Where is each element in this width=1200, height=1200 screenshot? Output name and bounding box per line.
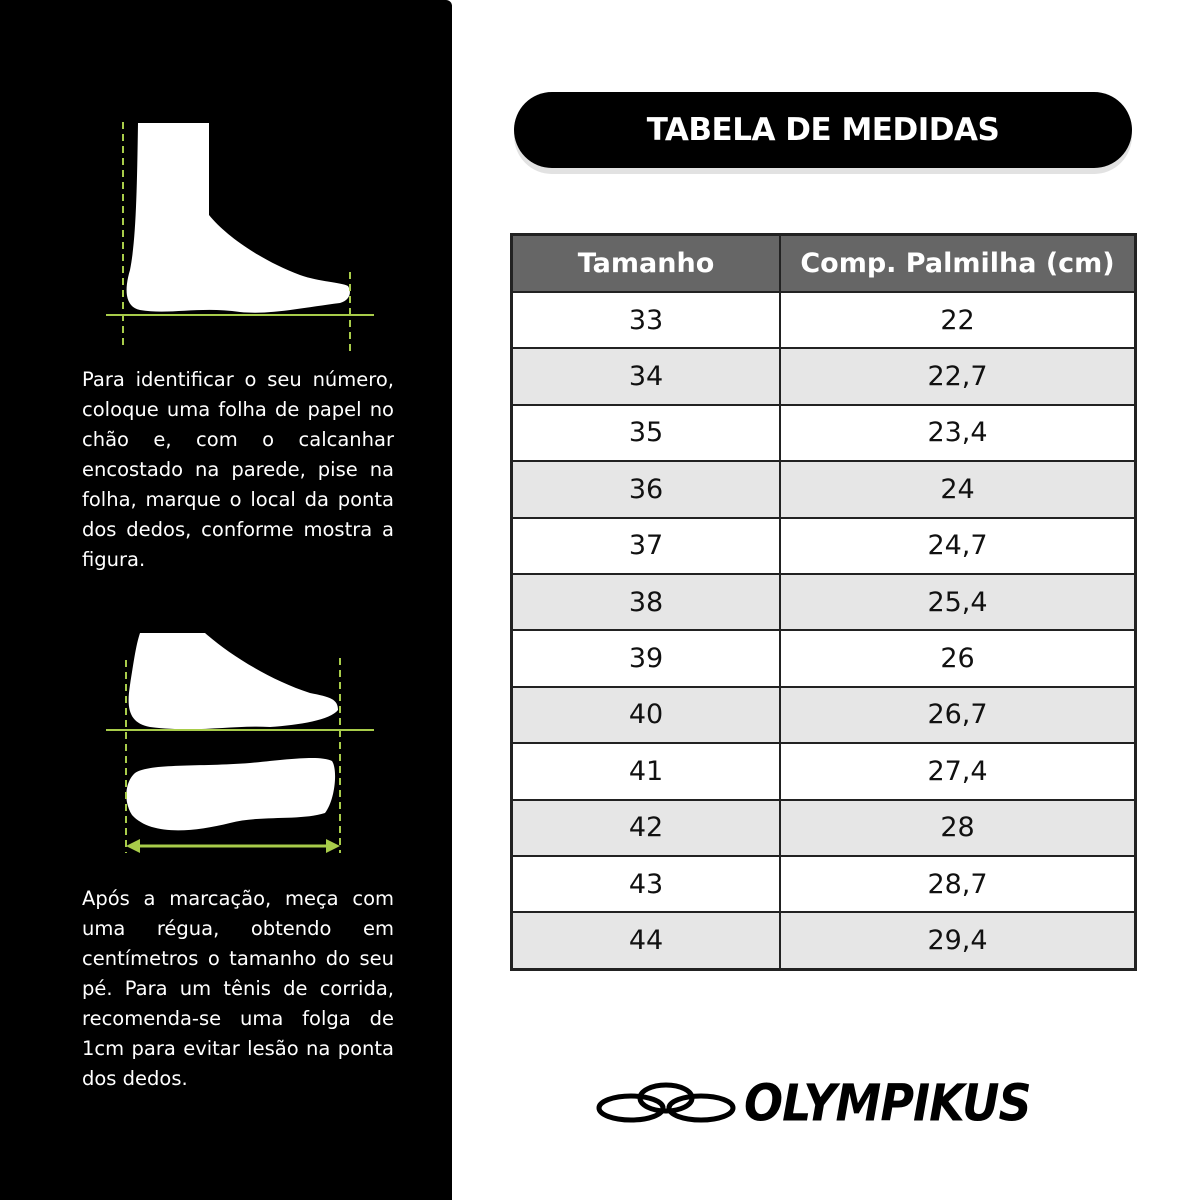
length-cell: 27,4	[779, 742, 1137, 801]
table-row: 44 29,4	[510, 911, 1137, 971]
length-cell: 22,7	[779, 347, 1137, 406]
size-cell: 40	[510, 685, 781, 745]
foot-side-illustration	[106, 122, 374, 355]
instructions-panel: Para identificar o seu número, coloque u…	[0, 0, 452, 1200]
table-row: 40 26,7	[510, 685, 1137, 745]
table-row: 43 28,7	[510, 854, 1137, 914]
length-cell: 28,7	[779, 854, 1137, 914]
length-cell: 26,7	[779, 685, 1137, 745]
size-cell: 36	[510, 460, 781, 519]
table-row: 38 25,4	[510, 572, 1137, 632]
table-header-row: Tamanho Comp. Palmilha (cm)	[510, 233, 1137, 293]
table-row: 35 23,4	[510, 403, 1137, 463]
size-cell: 33	[510, 290, 781, 350]
table-row: 39 26	[510, 629, 1137, 688]
length-cell: 26	[779, 629, 1137, 688]
table-row: 36 24	[510, 460, 1137, 519]
length-cell: 24,7	[779, 516, 1137, 575]
length-cell: 22	[779, 290, 1137, 350]
size-cell: 43	[510, 854, 781, 914]
size-cell: 34	[510, 347, 781, 406]
table-row: 42 28	[510, 798, 1137, 857]
brand-rings-icon	[596, 1082, 736, 1123]
size-table: Tamanho Comp. Palmilha (cm) 33 22 34 22,7 35…	[510, 233, 1137, 971]
foot-measure-illustration	[106, 633, 374, 853]
olympikus-logo: OLYMPIKUS	[596, 1073, 1032, 1133]
size-cell: 44	[510, 911, 781, 971]
column-header-length: Comp. Palmilha (cm)	[779, 233, 1137, 293]
table-row: 33 22	[510, 290, 1137, 350]
table-row: 37 24,7	[510, 516, 1137, 575]
size-cell: 35	[510, 403, 781, 463]
column-header-size: Tamanho	[510, 233, 781, 293]
length-cell: 25,4	[779, 572, 1137, 632]
length-cell: 28	[779, 798, 1137, 857]
table-row: 34 22,7	[510, 347, 1137, 406]
table-row: 41 27,4	[510, 742, 1137, 801]
size-cell: 42	[510, 798, 781, 857]
size-cell: 38	[510, 572, 781, 632]
size-cell: 39	[510, 629, 781, 688]
length-cell: 24	[779, 460, 1137, 519]
length-cell: 23,4	[779, 403, 1137, 463]
size-cell: 41	[510, 742, 781, 801]
brand-name: OLYMPIKUS	[744, 1073, 1032, 1133]
instruction-step-1: Para identificar o seu número, coloque u…	[82, 368, 394, 571]
size-cell: 37	[510, 516, 781, 575]
length-cell: 29,4	[779, 911, 1137, 971]
title-banner: TABELA DE MEDIDAS	[514, 92, 1132, 168]
page-title: TABELA DE MEDIDAS	[646, 112, 1000, 148]
instruction-step-2: Após a marcação, meça com uma régua, obt…	[82, 887, 394, 1090]
